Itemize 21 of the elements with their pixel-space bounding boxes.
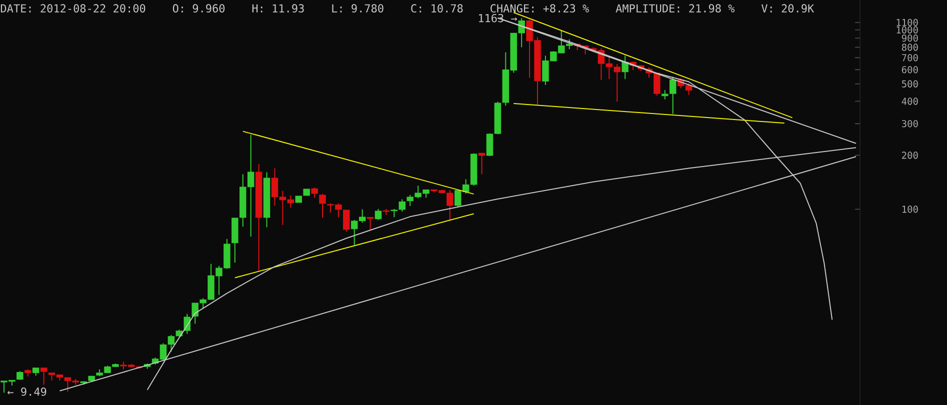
y-tick-label: 900 (902, 34, 918, 42)
annotation: 1163 → (478, 14, 518, 22)
annotation: O: 9.960 (172, 4, 225, 13)
y-tick-label: 1100 (896, 18, 918, 26)
y-tick-label: 300 (902, 120, 918, 128)
annotation: C: 10.78 (411, 4, 463, 13)
annotation: H: 11.93 (252, 4, 304, 13)
annotation: DATE: 2012-08-22 20:00 (0, 4, 146, 13)
annotation: AMPLITUDE: 21.98 % (616, 4, 735, 13)
annotation: V: 20.9K (761, 4, 814, 13)
annotation: CHANGE: +8.23 % (490, 4, 589, 13)
y-tick-label: 400 (902, 98, 918, 105)
y-tick-label: 1000 (896, 26, 918, 34)
y-tick-label: 700 (902, 54, 918, 62)
annotation: ← 9.49 (8, 387, 46, 396)
y-tick-label: 200 (902, 152, 918, 159)
y-tick-label: 500 (902, 80, 918, 88)
annotation: L: 9.780 (332, 4, 384, 13)
y-tick-label: 800 (902, 44, 918, 51)
y-tick-label: 100 (902, 206, 918, 213)
y-tick-label: 600 (902, 66, 918, 74)
